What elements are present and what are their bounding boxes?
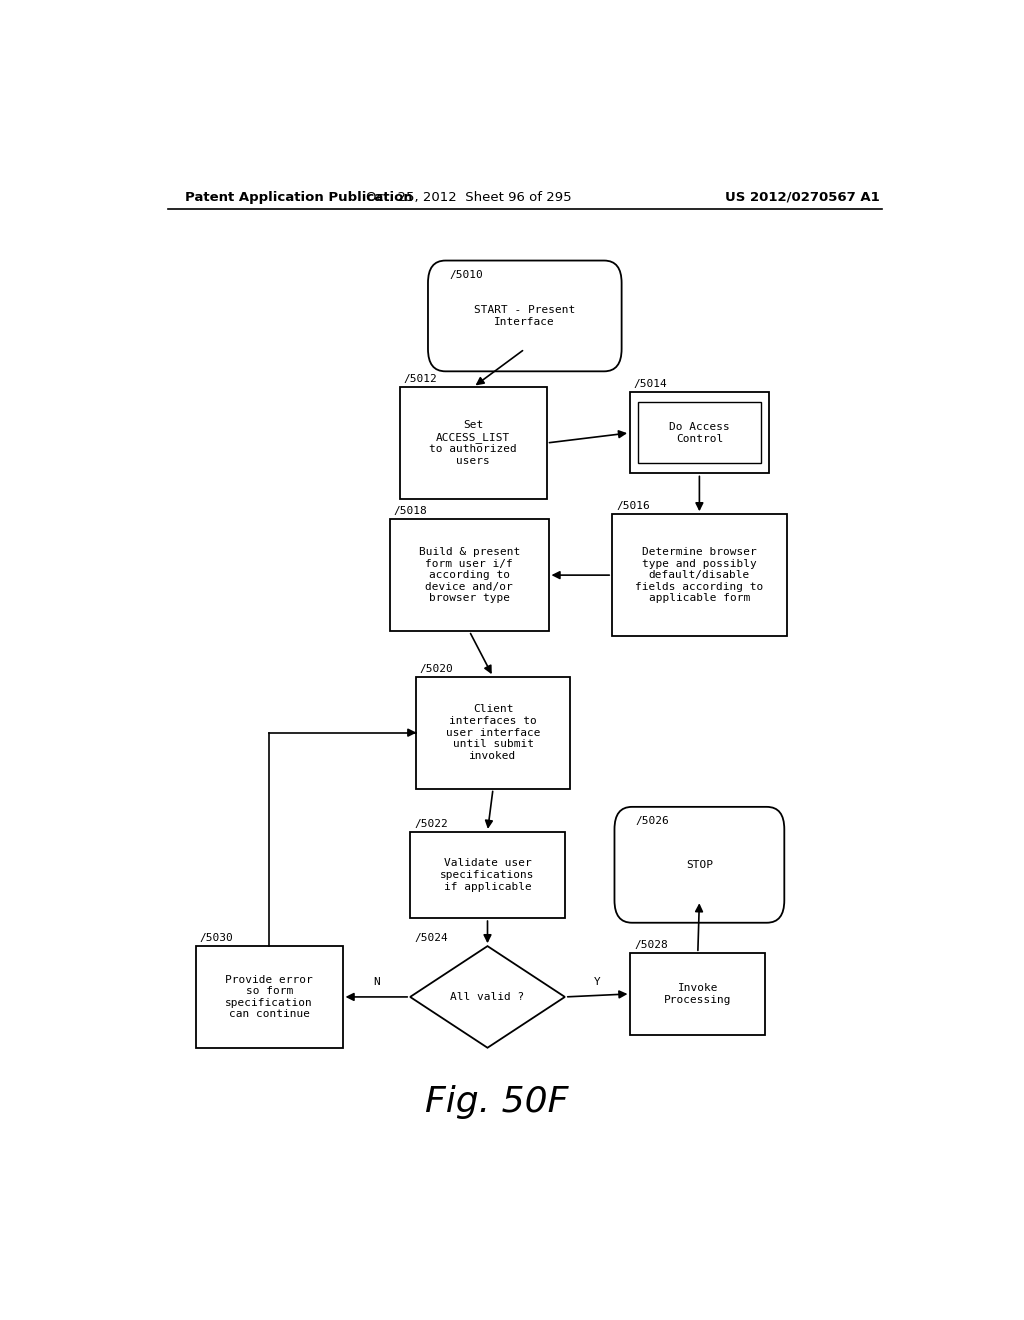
- Text: START - Present
Interface: START - Present Interface: [474, 305, 575, 327]
- Text: /5014: /5014: [634, 379, 668, 389]
- Bar: [638, 403, 761, 463]
- Text: /5030: /5030: [200, 933, 233, 942]
- FancyBboxPatch shape: [428, 260, 622, 371]
- Bar: [416, 677, 570, 788]
- Text: Client
interfaces to
user interface
until submit
invoked: Client interfaces to user interface unti…: [445, 705, 541, 760]
- Text: /5022: /5022: [414, 818, 447, 829]
- Text: Set
ACCESS_LIST
to authorized
users: Set ACCESS_LIST to authorized users: [429, 420, 517, 466]
- Bar: [630, 392, 769, 474]
- Text: N: N: [373, 977, 380, 987]
- Text: Oct. 25, 2012  Sheet 96 of 295: Oct. 25, 2012 Sheet 96 of 295: [367, 190, 572, 203]
- Bar: [390, 519, 549, 631]
- Bar: [631, 953, 765, 1035]
- Polygon shape: [411, 946, 565, 1048]
- Text: Patent Application Publication: Patent Application Publication: [185, 190, 413, 203]
- Text: All valid ?: All valid ?: [451, 991, 524, 1002]
- Text: Do Access
Control: Do Access Control: [669, 422, 730, 444]
- Text: /5018: /5018: [394, 506, 428, 516]
- Text: US 2012/0270567 A1: US 2012/0270567 A1: [725, 190, 880, 203]
- Text: /5026: /5026: [636, 816, 670, 826]
- Text: Fig. 50F: Fig. 50F: [425, 1085, 568, 1118]
- Text: /5020: /5020: [420, 664, 454, 673]
- Text: /5010: /5010: [450, 269, 483, 280]
- Text: /5024: /5024: [414, 933, 447, 942]
- FancyBboxPatch shape: [614, 807, 784, 923]
- Text: /5028: /5028: [634, 940, 668, 950]
- Text: /5012: /5012: [403, 374, 437, 384]
- Bar: [411, 832, 565, 919]
- Text: Invoke
Processing: Invoke Processing: [664, 983, 731, 1005]
- Text: Y: Y: [594, 977, 601, 987]
- Bar: [196, 946, 343, 1048]
- Text: Validate user
specifications
if applicable: Validate user specifications if applicab…: [440, 858, 535, 891]
- Bar: [399, 387, 547, 499]
- Text: /5016: /5016: [616, 502, 650, 511]
- Text: Provide error
so form
specification
can continue: Provide error so form specification can …: [225, 974, 313, 1019]
- Text: STOP: STOP: [686, 859, 713, 870]
- Bar: [612, 513, 786, 636]
- Text: Build & present
form user i/f
according to
device and/or
browser type: Build & present form user i/f according …: [419, 546, 520, 603]
- Text: Determine browser
type and possibly
default/disable
fields according to
applicab: Determine browser type and possibly defa…: [635, 546, 764, 603]
